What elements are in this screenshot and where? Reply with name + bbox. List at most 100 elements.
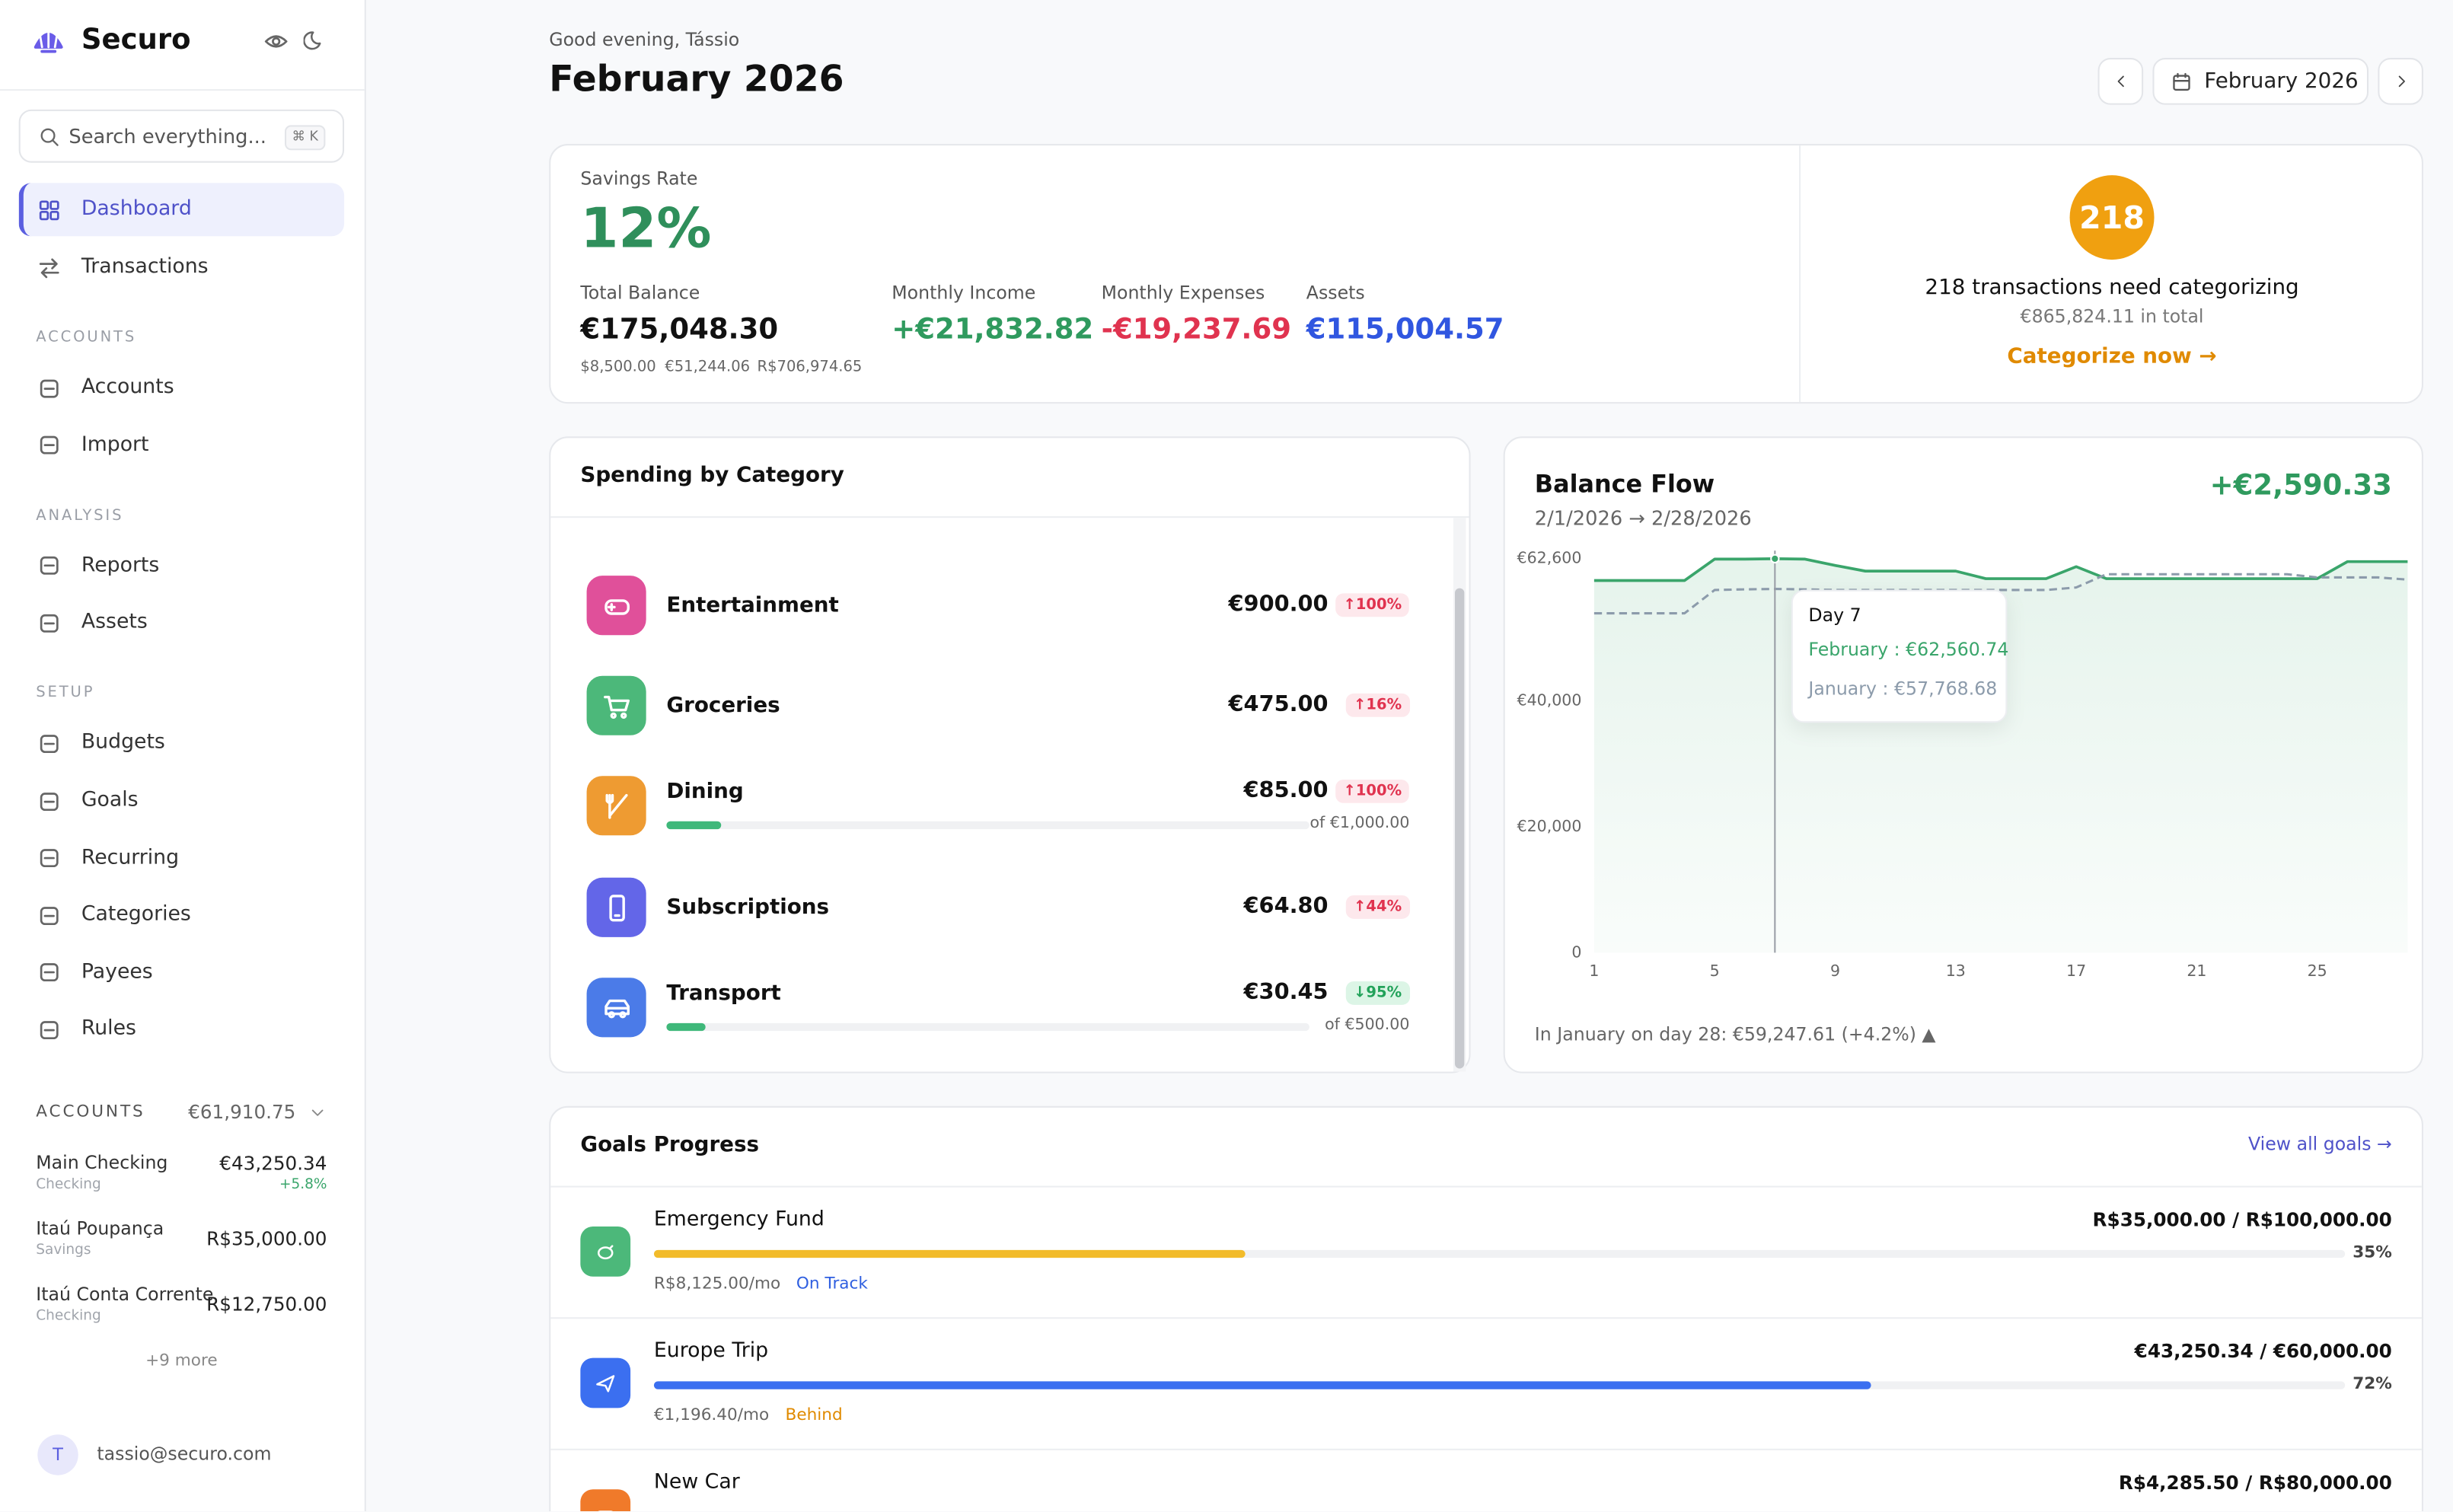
category-amount: €475.00 — [1228, 692, 1329, 718]
nav-item[interactable] — [19, 362, 344, 415]
nav-label: Rules — [81, 1017, 136, 1041]
nav-item[interactable] — [19, 831, 344, 885]
shape — [39, 849, 58, 868]
shape — [620, 711, 627, 719]
shape — [311, 1109, 324, 1116]
uncategorized-count: 218 — [2079, 198, 2145, 237]
nav-item-active[interactable] — [18, 183, 345, 237]
categorize-message: 218 transactions need categorizing — [1925, 275, 2299, 301]
shape — [597, 1245, 614, 1260]
chart-change: +€2,590.33 — [2209, 469, 2392, 503]
nav-icon — [39, 792, 58, 811]
shape — [604, 793, 627, 818]
category-change-badge: ↑16% — [1345, 693, 1410, 718]
row-divider — [550, 1448, 2422, 1450]
shape — [39, 614, 58, 633]
shape — [39, 792, 58, 811]
nav-label: Payees — [81, 960, 153, 984]
shape — [40, 127, 55, 142]
goal-percent: 35% — [2353, 1242, 2392, 1262]
nav-item[interactable] — [19, 539, 344, 592]
category-glyph — [604, 793, 627, 818]
shape — [604, 598, 629, 614]
nav-icon — [39, 1020, 58, 1039]
savings-rate-value: 12% — [580, 198, 712, 262]
shape — [2172, 72, 2190, 91]
shape — [38, 199, 49, 209]
accounts-more[interactable]: +9 more — [145, 1351, 218, 1370]
sidebar-divider — [0, 89, 365, 91]
shape — [618, 1010, 626, 1018]
user-initial: T — [53, 1444, 63, 1466]
page-title: February 2026 — [549, 59, 844, 100]
tooltip-series-name: February — [1808, 638, 1889, 661]
shape — [39, 378, 58, 397]
nav-label: Goals — [81, 789, 139, 812]
category-name: Entertainment — [666, 592, 839, 618]
tooltip-line: February : €62,560.74 — [1808, 638, 2009, 661]
account-name: Main Checking — [36, 1151, 168, 1174]
shape — [39, 963, 58, 982]
nav-item[interactable] — [19, 1003, 344, 1057]
shortcut-badge — [284, 125, 326, 151]
shape — [604, 998, 629, 1018]
goal-name: New Car — [653, 1470, 740, 1494]
goal-percent: 72% — [2353, 1374, 2392, 1394]
goal-progress — [653, 1249, 1246, 1258]
next-period-button[interactable] — [2378, 58, 2423, 105]
shape — [40, 127, 58, 145]
nav-icon — [39, 435, 58, 455]
nav-label: Budgets — [81, 731, 165, 755]
tooltip-series-name: January — [1808, 677, 1877, 700]
shape — [33, 28, 63, 53]
category-change-badge: ↑100% — [1335, 593, 1410, 618]
account-type: Savings — [36, 1242, 91, 1259]
account-balance: R$12,750.00 — [206, 1293, 327, 1316]
tooltip-value: €62,560.74 — [1906, 638, 2009, 661]
nav-icon — [39, 963, 58, 982]
spending-card — [549, 436, 1471, 1073]
calendar-icon — [2172, 72, 2190, 91]
card-title: Spending by Category — [580, 463, 844, 488]
account-change: +5.8% — [279, 1177, 327, 1194]
category-amount: €30.45 — [1243, 980, 1329, 1006]
category-amount: €85.00 — [1243, 778, 1329, 804]
category-glyph — [604, 598, 629, 614]
categorize-link[interactable]: Categorize now → — [2007, 343, 2217, 369]
prev-period-button[interactable] — [2097, 58, 2144, 105]
shape — [604, 598, 629, 614]
shape — [39, 792, 58, 811]
nav-item[interactable] — [19, 717, 344, 770]
shape — [39, 557, 58, 576]
scrollbar-thumb — [1455, 588, 1465, 1069]
card-title: Goals Progress — [580, 1132, 760, 1158]
shape — [51, 139, 58, 145]
goal-glyph — [597, 1245, 614, 1260]
shape — [303, 31, 321, 50]
shape — [303, 31, 321, 50]
category-icon — [586, 675, 646, 735]
shape — [597, 1246, 614, 1260]
nav-item[interactable] — [19, 774, 344, 828]
goal-amount: R$4,285.50 / R$80,000.00 — [2118, 1472, 2392, 1494]
category-glyph — [604, 998, 629, 1018]
uncategorized-badge — [2069, 175, 2155, 260]
goal-glyph — [598, 1510, 613, 1511]
nav-item[interactable] — [19, 946, 344, 1000]
nav-icon — [39, 378, 58, 397]
spending-list: Entertainment €900.00 ↑100% Groceries €475.0… — [550, 518, 1452, 1071]
nav-label: Import — [81, 432, 149, 457]
goal-icon — [580, 1227, 631, 1277]
goals-card — [549, 1105, 2423, 1511]
shape — [603, 694, 629, 711]
view-all-goals-link[interactable]: View all goals → — [2248, 1132, 2392, 1155]
budget-label: of €500.00 — [1325, 1016, 1410, 1035]
nav-item[interactable] — [19, 419, 344, 472]
nav-item[interactable] — [19, 597, 344, 650]
goal-progress — [653, 1381, 1872, 1389]
nav-label: Accounts — [81, 375, 174, 400]
balance-breakdown: R$706,974.65 — [757, 359, 863, 376]
metric-value: €175,048.30 — [580, 313, 779, 346]
category-change-badge: ↑100% — [1335, 779, 1410, 804]
shape — [2116, 75, 2123, 88]
